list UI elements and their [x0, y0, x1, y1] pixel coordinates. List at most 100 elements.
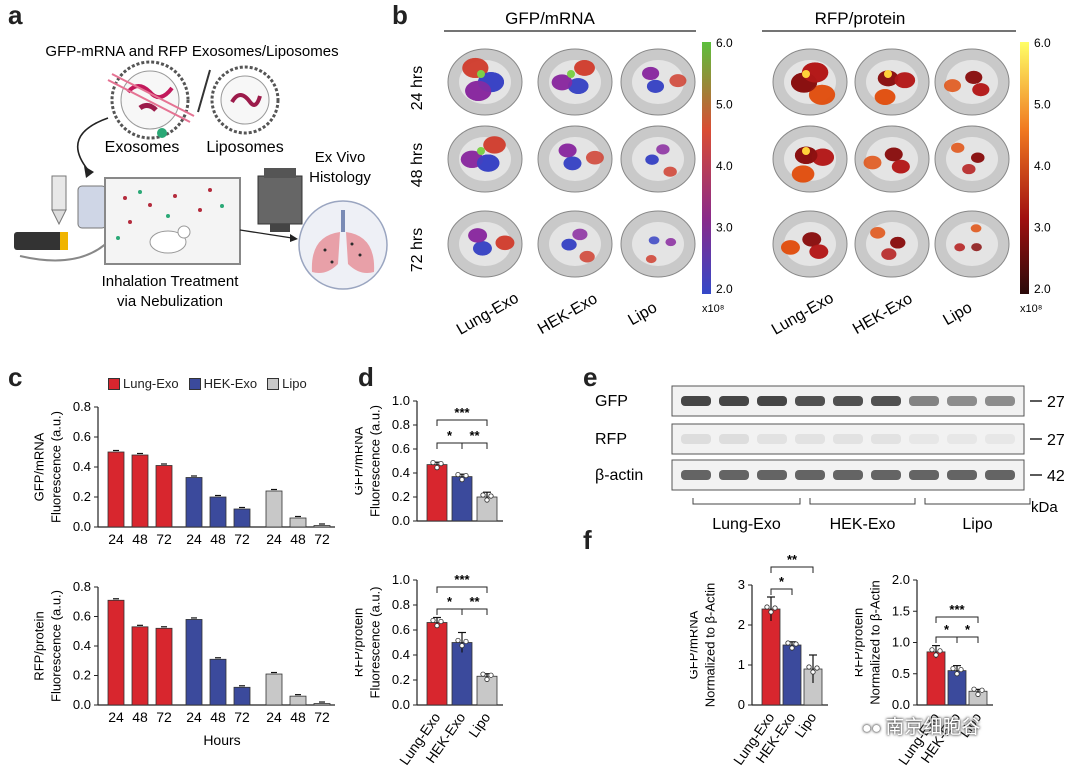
panel-letter-b: b	[392, 0, 408, 30]
rfp-scale-tick: 4.0	[1034, 159, 1051, 173]
f-right-significance-label: ***	[949, 602, 965, 617]
d-top-y-tick-label: 0.4	[392, 465, 410, 480]
c-top-y-label: GFP/mRNA	[32, 432, 47, 501]
blot-band	[719, 396, 749, 406]
panel-letter-d: d	[358, 362, 374, 392]
rfp-scale-tick: 2.0	[1034, 282, 1051, 296]
f-left-data-point	[789, 645, 795, 651]
blot-band	[985, 470, 1015, 480]
f-right-bar	[926, 651, 946, 706]
d-bottom-significance-label: ***	[454, 572, 470, 587]
d-top-y-tick-label: 0.2	[392, 489, 410, 504]
liposomes-label: Liposomes	[206, 139, 283, 156]
blot-band	[719, 434, 749, 444]
d-bottom-y-tick-label: 0.2	[392, 672, 410, 687]
blot-band	[871, 396, 901, 406]
d-bottom-data-point	[438, 618, 444, 625]
gfp-scale-tick: 2.0	[716, 282, 733, 296]
f-right-significance-bracket	[935, 616, 979, 623]
panel-letter-c: c	[8, 362, 23, 392]
d-bottom-significance-bracket	[461, 608, 488, 615]
time-label: 48 hrs	[409, 143, 426, 187]
d-top-data-point	[455, 472, 461, 478]
rfp-scale-tick: 5.0	[1034, 98, 1051, 112]
c-top-y-tick-label: 0.6	[73, 429, 91, 444]
c-bottom-bar	[209, 658, 227, 706]
f-left-y-tick-label: 3	[738, 577, 745, 592]
f-left-bar	[761, 608, 781, 706]
f-left-y-tick-label: 0	[738, 697, 745, 712]
blot-row-label: β-actin	[595, 467, 643, 484]
blot-band	[985, 434, 1015, 444]
blot-row-label: GFP	[595, 393, 628, 410]
f-left-significance-bracket	[770, 566, 814, 573]
c-bottom-bar	[107, 599, 125, 706]
c-top-x-tick-label: 72	[314, 531, 330, 547]
lung-image	[772, 210, 848, 278]
chart-d-gfp: 0.0 0.2 0.4 0.6 0.8 1.0 GFP/mRNA Fluorescence (…	[355, 393, 503, 528]
watermark: ●● 南京细胞谷	[862, 717, 981, 738]
ex-vivo-label: Ex Vivo	[315, 149, 366, 166]
f-right-y-tick-label: 0.5	[892, 666, 910, 681]
c-top-x-tick-label: 48	[210, 531, 226, 547]
f-left-bar	[782, 644, 802, 706]
blot-group-bracket	[924, 498, 1031, 505]
d-bottom-y-tick-label: 0.8	[392, 597, 410, 612]
lung-image	[854, 48, 930, 116]
d-bottom-data-point	[455, 637, 461, 644]
blot-band	[909, 470, 939, 480]
d-top-significance-label: **	[469, 428, 480, 443]
c-bottom-y-label: RFP/protein	[32, 611, 47, 680]
histology-label: Histology	[309, 169, 371, 186]
d-top-bar	[426, 464, 448, 522]
f-right-significance-label: *	[965, 622, 971, 637]
lung-illustration	[298, 200, 388, 290]
rfp-color-scale	[1020, 42, 1029, 294]
inhalation-label: Inhalation Treatment	[102, 273, 240, 290]
lung-image	[772, 125, 848, 193]
d-top-significance-label: *	[447, 428, 453, 443]
blot-band	[757, 470, 787, 480]
f-right-y-tick-label: 2.0	[892, 572, 910, 587]
f-right-data-point	[979, 687, 985, 693]
lung-image	[934, 210, 1010, 278]
gfp-scale-tick: 6.0	[716, 36, 733, 50]
molecular-weight-label: 27	[1047, 432, 1065, 449]
blot-band	[681, 434, 711, 444]
d-bottom-y-label: Fluorescence (a.u.)	[368, 587, 383, 699]
f-right-significance-label: *	[944, 622, 950, 637]
time-label: 72 hrs	[409, 228, 426, 272]
blot-band	[985, 396, 1015, 406]
d-top-data-point	[438, 461, 444, 467]
liposome-illustration	[210, 65, 280, 135]
d-bottom-x-tick-label: Lipo	[465, 709, 493, 740]
c-top-bar	[131, 454, 149, 528]
f-left-data-point	[764, 604, 770, 610]
f-left-data-point	[814, 665, 820, 671]
chart-f-rfp: 0.0 0.5 1.0 1.5 2.0 RFP/protein Normalized to …	[855, 572, 993, 768]
time-label: 24 hrs	[409, 66, 426, 110]
c-top-x-tick-label: 48	[290, 531, 306, 547]
d-top-data-point	[463, 473, 469, 479]
blot-membrane	[671, 423, 1025, 455]
f-left-significance-label: *	[779, 574, 785, 589]
lung-image	[537, 48, 613, 116]
c-bottom-y-tick-label: 0.0	[73, 697, 91, 712]
molecular-weight-label: 42	[1047, 468, 1065, 485]
f-right-data-point	[958, 666, 964, 673]
blot-band	[681, 396, 711, 406]
column-label: Lipo	[625, 299, 660, 329]
lung-image	[447, 48, 523, 116]
f-left-data-point	[810, 669, 816, 675]
lung-image	[447, 210, 523, 278]
d-top-significance-label: ***	[454, 405, 470, 420]
f-left-data-point	[768, 609, 774, 615]
f-left-significance-label: **	[787, 552, 798, 567]
f-right-y-tick-label: 1.5	[892, 603, 910, 618]
d-bottom-significance-label: *	[447, 594, 453, 609]
c-bottom-bar	[265, 673, 283, 706]
d-top-data-point	[459, 477, 465, 483]
d-top-data-point	[434, 465, 440, 471]
